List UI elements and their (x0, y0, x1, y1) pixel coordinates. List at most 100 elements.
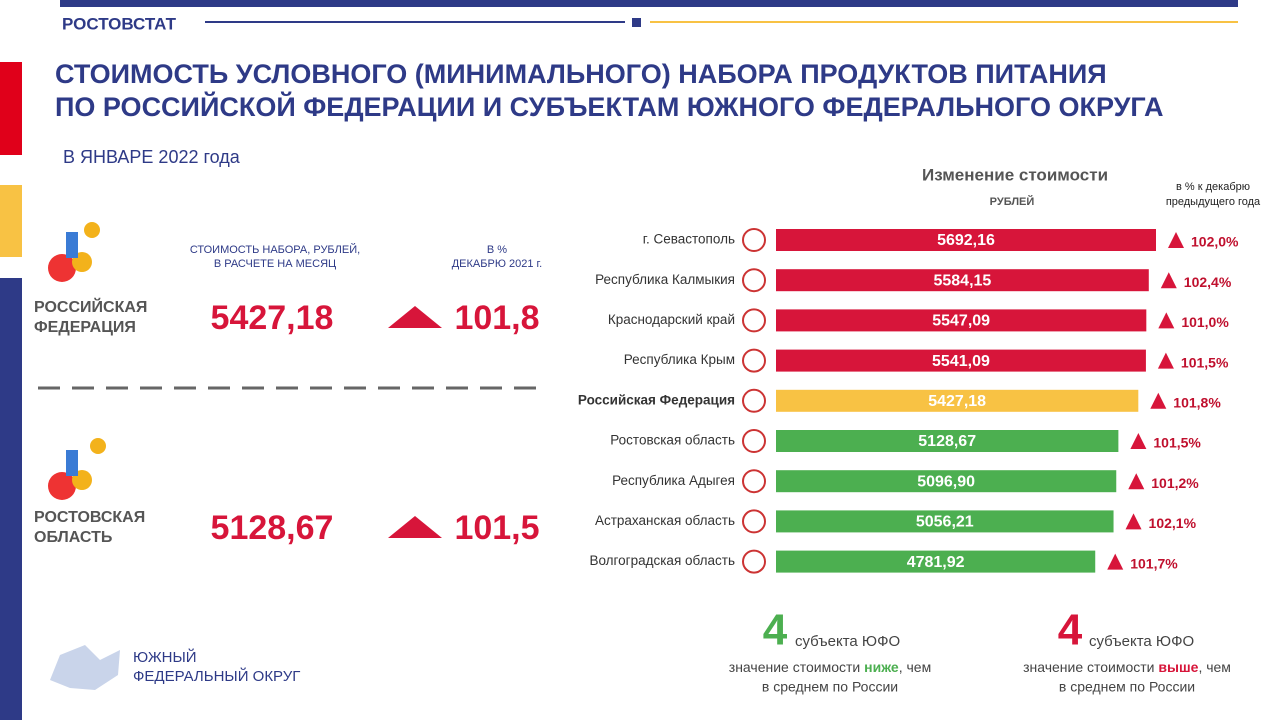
category-label: Российская Федерация (578, 392, 735, 407)
value-label: 4781,92 (907, 554, 965, 571)
category-label: Ростовская область (610, 433, 735, 448)
emblem (742, 348, 766, 373)
col-header: СТОИМОСТЬ НАБОРА, РУБЛЕЙ, (190, 243, 360, 256)
value-label: 5427,18 (928, 393, 986, 410)
region-name: РОСТОВСКАЯ (34, 509, 145, 526)
bar (776, 550, 1096, 573)
count-unit: субъекта ЮФО (1089, 633, 1194, 650)
bar (776, 269, 1149, 292)
change-label: 102,0% (1191, 234, 1239, 250)
change-label: 101,5% (1181, 354, 1229, 370)
emblem (742, 308, 766, 333)
change-arrow (1130, 433, 1147, 449)
value-label: 5547,09 (932, 313, 990, 330)
emblem (742, 268, 766, 293)
change-label: 102,4% (1184, 274, 1232, 290)
change-label: 102,1% (1149, 515, 1197, 531)
category-label: Краснодарский край (608, 312, 735, 327)
region-name: РОССИЙСКАЯ (34, 297, 147, 316)
change-label: 101,0% (1181, 314, 1229, 330)
note-word: ниже (864, 659, 899, 675)
bar (776, 510, 1114, 533)
change-label: 101,5% (1153, 435, 1201, 451)
pct: 101,8 (454, 299, 539, 337)
change-arrow (1150, 392, 1167, 409)
change-title: предыдущего года (1166, 196, 1261, 208)
count-unit: субъекта ЮФО (795, 633, 900, 650)
value-label: 5056,21 (916, 514, 974, 531)
change-arrow (1128, 473, 1145, 490)
title: СТОИМОСТЬ УСЛОВНОГО (МИНИМАЛЬНОГО) НАБОР… (55, 59, 1107, 89)
value-label: 5096,90 (917, 473, 975, 490)
col-header: ДЕКАБРЮ 2021 г. (452, 258, 543, 270)
note-part: , чем (899, 659, 931, 675)
note: значение стоимости выше, чем (1023, 659, 1231, 675)
value-label: 5584,15 (933, 272, 991, 289)
side-strip (0, 62, 22, 155)
col-header: В % (487, 244, 507, 256)
col-header: В РАСЧЕТЕ НА МЕСЯЦ (214, 258, 336, 270)
unit: РУБЛЕЙ (990, 195, 1035, 208)
count: 4 (1058, 606, 1083, 655)
food-icon (48, 438, 106, 500)
emblem (742, 469, 766, 494)
emblem (742, 388, 766, 413)
change-arrow (1160, 272, 1177, 289)
change-arrow (1125, 513, 1142, 530)
note: в среднем по России (762, 679, 898, 695)
emblem (742, 509, 766, 534)
change-arrow (1107, 553, 1124, 570)
region-name: ОБЛАСТЬ (34, 529, 112, 546)
emblem (742, 228, 766, 252)
change-label: 101,2% (1151, 475, 1199, 491)
note-part: значение стоимости (729, 659, 864, 675)
region: ФЕДЕРАЛЬНЫЙ ОКРУГ (133, 667, 300, 685)
note-part: , чем (1198, 659, 1230, 675)
title: ПО РОССИЙСКОЙ ФЕДЕРАЦИИ И СУБЪЕКТАМ ЮЖНО… (55, 91, 1164, 122)
org: РОСТОВСТАТ (62, 14, 177, 33)
pct: 101,5 (454, 509, 539, 547)
change-arrow (1158, 312, 1175, 329)
value-label: 5128,67 (918, 433, 976, 450)
bar (776, 309, 1147, 332)
up-arrow (388, 516, 442, 538)
bar (776, 349, 1146, 372)
bar (776, 430, 1119, 452)
cost: 5128,67 (211, 509, 334, 547)
top-square (632, 18, 641, 27)
category-label: Республика Адыгея (612, 473, 735, 488)
emblem (742, 549, 766, 574)
subtitle: В ЯНВАРЕ 2022 года (63, 147, 241, 167)
bar (776, 229, 1156, 251)
cost: 5427,18 (211, 299, 334, 337)
side-strip (0, 278, 22, 720)
change-label: 101,8% (1173, 395, 1221, 411)
count: 4 (763, 606, 788, 655)
category-label: г. Севастополь (643, 232, 735, 247)
category-label: Республика Калмыкия (595, 272, 735, 287)
bar (776, 470, 1117, 493)
food-icon (48, 222, 100, 282)
note-part: значение стоимости (1023, 659, 1158, 675)
change-arrow (1157, 352, 1174, 369)
note: значение стоимости ниже, чем (729, 659, 931, 675)
note: в среднем по России (1059, 679, 1195, 695)
top-bar (60, 0, 1238, 7)
change-arrow (1168, 232, 1184, 248)
up-arrow (388, 306, 442, 328)
map-icon (50, 645, 120, 690)
bar (776, 389, 1139, 412)
change-label: 101,7% (1130, 555, 1178, 571)
side-strip (0, 185, 22, 257)
chart-title: Изменение стоимости (922, 165, 1108, 184)
category-label: Волгоградская область (589, 553, 735, 568)
region-name: ФЕДЕРАЦИЯ (34, 319, 136, 336)
category-label: Республика Крым (624, 352, 735, 367)
change-title: в % к декабрю (1176, 181, 1250, 193)
category-label: Астраханская область (595, 513, 735, 528)
value-label: 5541,09 (932, 353, 990, 370)
region: ЮЖНЫЙ (133, 648, 197, 666)
emblem (742, 429, 766, 453)
note-word: выше (1158, 659, 1198, 675)
